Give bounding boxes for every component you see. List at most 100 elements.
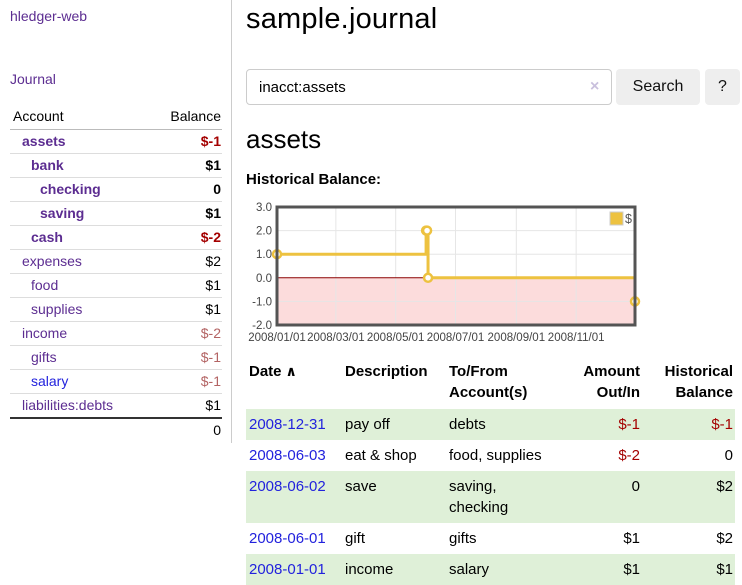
account-link[interactable]: food: [31, 277, 59, 293]
account-row: income $-2: [10, 321, 222, 346]
account-row: checking 0: [10, 177, 222, 202]
svg-text:0.0: 0.0: [256, 273, 272, 285]
search-button[interactable]: Search: [616, 69, 700, 105]
account-balance: $-1: [148, 345, 222, 370]
transaction-amount: $-1: [618, 416, 640, 433]
account-link[interactable]: cash: [31, 229, 63, 245]
account-balance: $1: [148, 297, 222, 322]
svg-text:2008/07/01: 2008/07/01: [427, 332, 485, 344]
search-input[interactable]: [246, 69, 612, 105]
account-row: assets $-1: [10, 130, 222, 154]
svg-text:2008/03/01: 2008/03/01: [307, 332, 365, 344]
account-link[interactable]: checking: [40, 181, 101, 197]
account-link[interactable]: gifts: [31, 349, 57, 365]
account-balance-table: Account Balance assets $-1 bank $1 checking 0…: [10, 104, 222, 442]
transaction-accounts: saving, checking: [449, 478, 509, 516]
account-row: food $1: [10, 273, 222, 298]
account-link[interactable]: supplies: [31, 301, 83, 317]
sort-ascending-icon: ∧: [285, 363, 297, 379]
transaction-balance: $2: [716, 530, 733, 547]
svg-text:$: $: [625, 212, 632, 226]
svg-text:-1.0: -1.0: [252, 296, 272, 308]
svg-text:1.0: 1.0: [256, 249, 272, 261]
transaction-description: pay off: [345, 416, 390, 433]
svg-text:2008/05/01: 2008/05/01: [367, 332, 425, 344]
account-balance: 0: [148, 177, 222, 202]
transaction-date-link[interactable]: 2008-01-01: [249, 561, 326, 578]
account-heading: assets: [246, 124, 322, 154]
transaction-date-link[interactable]: 2008-06-02: [249, 478, 326, 495]
transaction-date-cell: 2008-06-03: [246, 440, 345, 471]
svg-text:2008/01/01: 2008/01/01: [248, 332, 306, 344]
account-link[interactable]: salary: [31, 373, 69, 389]
account-balance: $-2: [148, 321, 222, 346]
transaction-date-link[interactable]: 2008-06-03: [249, 447, 326, 464]
transaction-amount: $-2: [618, 447, 640, 464]
register-table: Date ∧ Description To/From Account(s) Amo…: [246, 357, 735, 585]
account-link[interactable]: assets: [22, 133, 66, 149]
transaction-row: 2008-12-31 pay off debts $-1 $-1: [246, 409, 735, 440]
transaction-date-cell: 2008-06-02: [246, 471, 345, 523]
account-row: expenses $2: [10, 249, 222, 274]
account-link[interactable]: liabilities:debts: [22, 397, 114, 413]
transaction-row: 2008-06-02 save saving, checking 0 $2: [246, 471, 735, 523]
balance-chart: 2008/01/01 2008/03/01 2008/05/01 2008/07/01…: [248, 202, 641, 344]
balance-column-header-register: Historical Balance: [664, 363, 733, 401]
account-total-row: 0: [10, 417, 222, 442]
register-header-row: Date ∧ Description To/From Account(s) Amo…: [246, 357, 735, 409]
svg-text:2.0: 2.0: [256, 226, 272, 238]
transaction-balance: $1: [716, 561, 733, 578]
transaction-accounts: debts: [449, 416, 486, 433]
sidebar: hledger-web Journal Account Balance asse…: [0, 0, 232, 443]
account-row: bank $1: [10, 153, 222, 178]
account-link[interactable]: bank: [31, 157, 64, 173]
app-title-link[interactable]: hledger-web: [10, 8, 88, 24]
transaction-amount: $1: [623, 561, 640, 578]
account-row: liabilities:debts $1: [10, 393, 222, 418]
transaction-amount: 0: [631, 478, 640, 495]
account-balance: $1: [148, 153, 222, 178]
transaction-date-link[interactable]: 2008-06-01: [249, 530, 326, 547]
svg-text:-2.0: -2.0: [252, 320, 272, 332]
account-link[interactable]: saving: [40, 205, 85, 221]
account-balance: $1: [148, 201, 222, 226]
search-form: × Search ?: [246, 69, 742, 105]
sidebar-item-journal[interactable]: Journal: [10, 71, 56, 87]
account-link[interactable]: expenses: [22, 253, 82, 269]
transaction-balance: $-1: [711, 416, 733, 433]
account-balance: $-1: [148, 369, 222, 394]
transaction-balance: $2: [716, 478, 733, 495]
account-column-header: Account: [10, 104, 149, 130]
description-column-header: Description: [345, 363, 428, 380]
transaction-row: 2008-06-03 eat & shop food, supplies $-2 0: [246, 440, 735, 471]
help-button[interactable]: ?: [705, 69, 740, 105]
account-balance: $2: [148, 249, 222, 274]
transaction-date-link[interactable]: 2008-12-31: [249, 416, 326, 433]
total-balance: 0: [148, 417, 222, 442]
transaction-description: income: [345, 561, 394, 578]
transaction-accounts: salary: [449, 561, 490, 578]
balance-column-header: Balance: [148, 104, 222, 130]
date-column-header[interactable]: Date ∧: [249, 363, 297, 380]
account-link[interactable]: income: [22, 325, 68, 341]
transaction-description: save: [345, 478, 377, 495]
clear-search-icon[interactable]: ×: [590, 78, 600, 95]
transaction-description: eat & shop: [345, 447, 417, 464]
svg-text:2008/11/01: 2008/11/01: [548, 332, 605, 344]
account-row: saving $1: [10, 201, 222, 226]
transaction-date-cell: 2008-01-01: [246, 554, 345, 585]
account-row: salary $-1: [10, 369, 222, 394]
accounts-column-header: To/From Account(s): [449, 363, 528, 401]
historical-balance-label: Historical Balance:: [246, 171, 382, 188]
transaction-description: gift: [345, 530, 366, 547]
svg-text:2008/09/01: 2008/09/01: [488, 332, 546, 344]
amount-column-header: Amount Out/In: [583, 363, 640, 401]
transaction-row: 2008-01-01 income salary $1 $1: [246, 554, 735, 585]
transaction-accounts: food, supplies: [449, 447, 542, 464]
account-row: gifts $-1: [10, 345, 222, 370]
transaction-balance: 0: [724, 447, 733, 464]
transaction-amount: $1: [623, 530, 640, 547]
register-rows: 2008-12-31 pay off debts $-1 $-1 2008-06-03 ea…: [246, 409, 735, 585]
svg-text:3.0: 3.0: [256, 202, 272, 214]
account-balance: $1: [148, 273, 222, 298]
